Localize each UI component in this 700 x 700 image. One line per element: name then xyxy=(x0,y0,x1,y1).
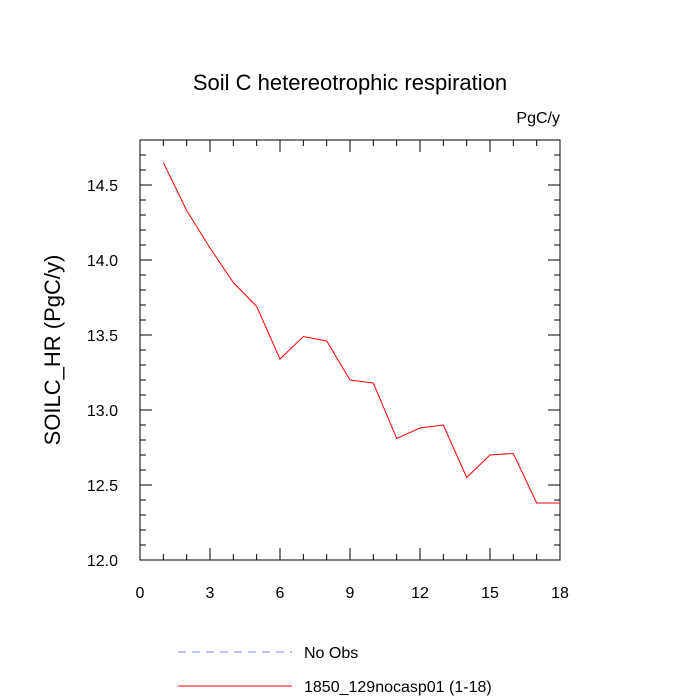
y-tick-label: 12.0 xyxy=(87,553,118,570)
legend-label: 1850_129nocasp01 (1-18) xyxy=(304,679,492,696)
x-tick-label: 0 xyxy=(136,585,145,602)
chart-title: Soil C hetereotrophic respiration xyxy=(193,70,507,95)
x-tick-label: 3 xyxy=(206,585,215,602)
legend-label: No Obs xyxy=(304,645,358,662)
y-axis-label: SOILC_HR (PgC/y) xyxy=(40,255,65,446)
series-layer xyxy=(162,162,560,504)
legend: No Obs 1850_129nocasp01 (1-18) xyxy=(178,645,492,696)
x-tick-label: 15 xyxy=(481,585,499,602)
x-tick-label: 12 xyxy=(411,585,429,602)
series-line xyxy=(162,162,560,504)
y-tick-label: 13.0 xyxy=(87,403,118,420)
y-tick-label: 13.5 xyxy=(87,328,118,345)
plot-frame xyxy=(139,139,561,561)
axis-ticks xyxy=(139,139,561,561)
x-tick-label: 6 xyxy=(276,585,285,602)
y-tick-label: 14.0 xyxy=(87,253,118,270)
units-label: PgC/y xyxy=(516,110,560,127)
x-tick-label: 18 xyxy=(551,585,569,602)
y-tick-label: 14.5 xyxy=(87,178,118,195)
axis-tick-labels: 0 3 6 9 12 15 18 12.0 12.5 13.0 13.5 14.0 14.5 xyxy=(87,178,569,602)
y-tick-label: 12.5 xyxy=(87,478,118,495)
x-tick-label: 9 xyxy=(346,585,355,602)
